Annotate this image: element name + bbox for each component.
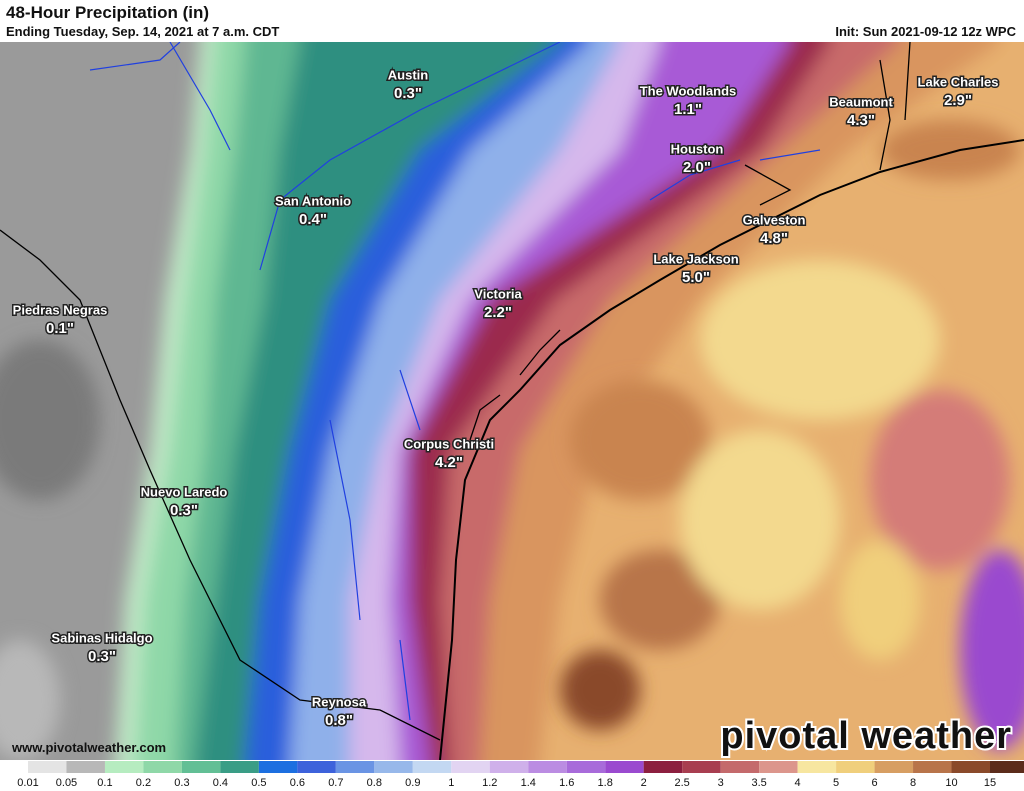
city-value: 2.2" bbox=[484, 304, 512, 321]
legend-label: 0.7 bbox=[328, 777, 343, 789]
city-value: 1.1" bbox=[674, 101, 702, 118]
legend-swatch bbox=[297, 761, 336, 773]
legend-swatch bbox=[913, 761, 952, 773]
subtitle: Ending Tuesday, Sep. 14, 2021 at 7 a.m. … bbox=[6, 24, 279, 39]
city-name: Galveston bbox=[743, 212, 806, 227]
title: 48-Hour Precipitation (in) bbox=[6, 3, 209, 22]
city-value: 0.3" bbox=[88, 648, 116, 665]
legend-label: 15 bbox=[984, 777, 996, 789]
legend-label: 5 bbox=[833, 777, 839, 789]
city-name: Houston bbox=[671, 141, 724, 156]
city-name: Lake Charles bbox=[918, 74, 999, 89]
legend-label: 2 bbox=[641, 777, 647, 789]
city-name: Corpus Christi bbox=[404, 436, 494, 451]
legend-swatch bbox=[489, 761, 529, 773]
legend-swatch bbox=[566, 761, 606, 773]
legend-label: 10 bbox=[945, 777, 957, 789]
legend-swatch bbox=[220, 761, 259, 773]
legend-swatch bbox=[451, 761, 490, 773]
city-name: Reynosa bbox=[312, 694, 367, 709]
legend-swatch bbox=[181, 761, 221, 773]
city-value: 0.8" bbox=[325, 712, 353, 729]
legend-label: 1 bbox=[448, 777, 454, 789]
watermark: pivotal weather bbox=[720, 715, 1012, 757]
legend-label: 4 bbox=[795, 777, 801, 789]
legend-label: 3 bbox=[718, 777, 724, 789]
legend-label: 1.4 bbox=[521, 777, 536, 789]
init-time: Init: Sun 2021-09-12 12z WPC bbox=[835, 24, 1016, 39]
city-value: 2.9" bbox=[944, 92, 972, 109]
legend-swatch bbox=[605, 761, 644, 773]
legend-swatch bbox=[874, 761, 914, 773]
legend-swatch bbox=[335, 761, 375, 773]
city-name: Sabinas Hidalgo bbox=[51, 630, 152, 645]
legend-label: 8 bbox=[910, 777, 916, 789]
legend-label: 6 bbox=[871, 777, 877, 789]
city-value: 4.8" bbox=[760, 230, 788, 247]
url: www.pivotalweather.com bbox=[11, 740, 166, 755]
city-name: Austin bbox=[388, 67, 429, 82]
city-name: San Antonio bbox=[275, 193, 351, 208]
city-value: 4.2" bbox=[435, 454, 463, 471]
legend-swatch bbox=[258, 761, 298, 773]
legend-swatch bbox=[720, 761, 760, 773]
legend-label: 0.6 bbox=[290, 777, 305, 789]
city-value: 0.3" bbox=[170, 502, 198, 519]
city-name: Beaumont bbox=[829, 94, 893, 109]
legend-swatch bbox=[0, 761, 28, 773]
legend-swatch bbox=[528, 761, 567, 773]
legend-swatch bbox=[759, 761, 798, 773]
legend-label: 0.01 bbox=[17, 777, 38, 789]
legend-label: 0.1 bbox=[97, 777, 112, 789]
legend-label: 1.6 bbox=[559, 777, 574, 789]
legend-label: 0.5 bbox=[251, 777, 266, 789]
city-value: 0.4" bbox=[299, 211, 327, 228]
city-name: Nuevo Laredo bbox=[141, 484, 228, 499]
city-name: Piedras Negras bbox=[13, 302, 108, 317]
city-value: 0.3" bbox=[394, 85, 422, 102]
legend-swatch bbox=[28, 761, 67, 773]
legend-swatch bbox=[951, 761, 990, 773]
legend-label: 3.5 bbox=[751, 777, 766, 789]
legend-swatch bbox=[682, 761, 721, 773]
legend-swatch bbox=[143, 761, 182, 773]
city-name: Lake Jackson bbox=[653, 251, 738, 266]
legend-label: 2.5 bbox=[675, 777, 690, 789]
legend-swatch bbox=[836, 761, 875, 773]
legend-label: 0.4 bbox=[213, 777, 228, 789]
city-value: 5.0" bbox=[682, 269, 710, 286]
city-name: The Woodlands bbox=[640, 83, 737, 98]
legend-label: 0.2 bbox=[136, 777, 151, 789]
city-value: 4.3" bbox=[847, 112, 875, 129]
legend-swatch bbox=[412, 761, 452, 773]
legend-swatch bbox=[797, 761, 837, 773]
legend-swatch bbox=[104, 761, 144, 773]
legend-label: 1.2 bbox=[482, 777, 497, 789]
legend-label: 0.3 bbox=[174, 777, 189, 789]
legend-swatch bbox=[990, 761, 1024, 773]
legend-label: 0.05 bbox=[56, 777, 77, 789]
legend-swatch bbox=[66, 761, 105, 773]
legend-swatch bbox=[643, 761, 683, 773]
legend-swatch bbox=[374, 761, 413, 773]
city-name: Victoria bbox=[474, 286, 522, 301]
legend-label: 0.8 bbox=[367, 777, 382, 789]
legend-label: 1.8 bbox=[598, 777, 613, 789]
city-value: 0.1" bbox=[46, 320, 74, 337]
legend-label: 0.9 bbox=[405, 777, 420, 789]
city-value: 2.0" bbox=[683, 159, 711, 176]
